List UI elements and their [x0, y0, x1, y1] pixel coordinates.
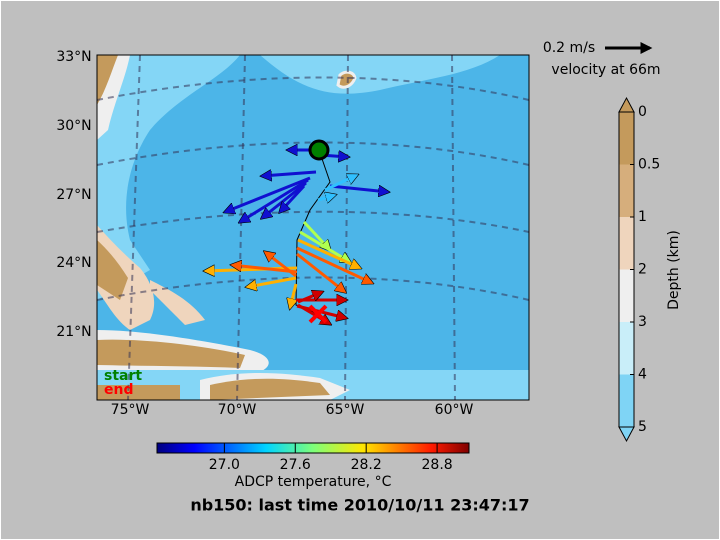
depth-tick-label: 4 [638, 367, 647, 383]
velocity-arrows [205, 139, 388, 324]
temperature-tick-label: 27.6 [280, 457, 311, 473]
map-border [96, 54, 530, 401]
temperature-colorbar: 27.0 27.6 28.2 28.8 [156, 442, 470, 473]
lat-label: 30°N [56, 118, 91, 134]
depth-level [619, 217, 634, 270]
lon-label: 65°W [326, 402, 365, 418]
lat-label: 33°N [56, 49, 91, 65]
temperature-tick-label: 27.0 [209, 457, 240, 473]
velocity-key-label: velocity at 66m [551, 62, 660, 78]
lat-label: 24°N [56, 255, 91, 271]
depth-tick-label: 3 [638, 314, 647, 330]
depth-tick-label: 2 [638, 262, 647, 278]
end-marker [308, 304, 328, 324]
lon-label: 70°W [218, 402, 257, 418]
temperature-gradient [156, 442, 470, 454]
temperature-colorbar-label: ADCP temperature, °C [235, 474, 392, 490]
depth-tick-label: 5 [638, 419, 647, 435]
depth-colorbar-label: Depth (km) [666, 230, 682, 310]
temperature-tick-label: 28.8 [422, 457, 453, 473]
temperature-tick-label: 28.2 [351, 457, 382, 473]
lon-label: 60°W [435, 402, 474, 418]
depth-level [619, 112, 634, 165]
lat-label: 27°N [56, 187, 91, 203]
depth-level [619, 374, 634, 427]
depth-tick-label: 1 [638, 209, 647, 225]
depth-level [619, 322, 634, 375]
depth-level [619, 269, 634, 322]
map [97, 55, 529, 400]
lat-label: 21°N [56, 324, 91, 340]
depth-level [619, 164, 634, 217]
title: nb150: last time 2010/10/11 23:47:17 [190, 496, 529, 515]
depth-tick-label: 0 [638, 104, 647, 120]
depth-tick-label: 0.5 [638, 157, 660, 173]
legend-end: end [104, 382, 133, 398]
velocity-key-speed: 0.2 m/s [543, 40, 595, 56]
lon-label: 75°W [111, 402, 150, 418]
depth-colorbar: 0 0.5 1 2 3 4 5 [618, 96, 660, 443]
legend-start: start [104, 368, 142, 384]
start-marker [308, 139, 330, 161]
